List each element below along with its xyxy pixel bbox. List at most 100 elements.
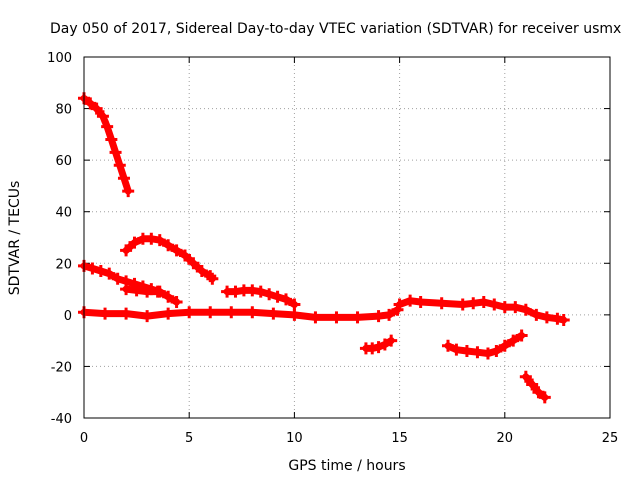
plus-marker <box>120 307 133 320</box>
plus-marker <box>414 295 427 308</box>
plus-marker <box>120 283 133 296</box>
plus-marker <box>526 378 539 391</box>
plus-marker <box>246 306 259 319</box>
series-band <box>522 373 549 401</box>
x-tick-label: 15 <box>391 431 408 446</box>
plus-marker <box>162 307 175 320</box>
data-series <box>78 92 570 404</box>
y-tick-label: -40 <box>51 412 72 427</box>
plus-marker <box>488 298 501 311</box>
x-tick-label: 0 <box>80 431 88 446</box>
y-tick-label: 60 <box>55 154 72 169</box>
plus-marker <box>206 272 219 285</box>
plus-marker <box>471 346 484 359</box>
plus-marker <box>204 306 217 319</box>
y-tick-label: 20 <box>55 257 72 272</box>
y-tick-label: 100 <box>47 51 72 66</box>
plot-frame <box>83 56 611 419</box>
plus-marker <box>385 334 398 347</box>
series-pass-1 <box>78 92 135 198</box>
plus-marker <box>86 262 99 275</box>
plus-marker <box>288 298 301 311</box>
chart-title: Day 050 of 2017, Sidereal Day-to-day VTE… <box>50 21 621 37</box>
axis-ticks: 0 5 10 15 20 25 -40 -20 0 20 40 60 80 100 <box>47 51 618 446</box>
plus-marker <box>383 308 396 321</box>
y-tick-label: 80 <box>55 103 72 118</box>
plus-marker <box>509 301 522 314</box>
plus-marker <box>372 310 385 323</box>
plus-marker <box>178 249 191 262</box>
plus-marker <box>538 391 551 404</box>
plus-marker <box>170 295 183 308</box>
plus-marker <box>519 370 532 383</box>
series-pass-7 <box>359 334 398 355</box>
plus-marker <box>456 298 469 311</box>
y-tick-label: 0 <box>64 309 72 324</box>
plus-marker <box>103 267 116 280</box>
plus-marker <box>330 311 343 324</box>
plus-marker <box>441 339 454 352</box>
series-pass-6 <box>221 284 301 311</box>
plus-marker <box>111 272 124 285</box>
plus-marker <box>113 159 126 172</box>
y-axis-label: SDTVAR / TECUs <box>7 181 23 296</box>
plus-marker <box>404 294 417 307</box>
series-pass-3 <box>120 232 219 285</box>
y-tick-label: -20 <box>51 360 72 375</box>
plus-marker <box>532 386 545 399</box>
plus-marker <box>467 297 480 310</box>
plus-marker <box>267 307 280 320</box>
plus-marker <box>351 311 364 324</box>
plus-marker <box>117 172 130 185</box>
plus-marker <box>309 311 322 324</box>
plus-marker <box>162 239 175 252</box>
plus-marker <box>498 339 511 352</box>
plus-marker <box>120 244 133 257</box>
series-band <box>80 94 132 195</box>
plus-marker <box>94 265 107 278</box>
plus-marker <box>183 306 196 319</box>
plus-marker <box>122 185 135 198</box>
plus-marker <box>151 285 164 298</box>
plus-marker <box>128 236 141 249</box>
x-tick-label: 10 <box>286 431 303 446</box>
plus-marker <box>530 308 543 321</box>
plus-marker <box>187 257 200 270</box>
series-pass-2 <box>78 259 183 308</box>
plus-marker <box>170 244 183 257</box>
plus-marker <box>101 120 114 133</box>
y-tick-label: 40 <box>55 206 72 221</box>
plus-marker <box>225 306 238 319</box>
plus-marker <box>372 341 385 354</box>
plus-marker <box>99 307 112 320</box>
plus-marker <box>84 97 97 110</box>
plus-marker <box>490 344 503 357</box>
plus-marker <box>450 343 463 356</box>
series-band <box>396 297 568 324</box>
series-pass-10 <box>519 370 551 404</box>
plus-marker <box>498 301 511 314</box>
plus-marker <box>90 102 103 115</box>
plus-marker <box>288 308 301 321</box>
plus-marker <box>96 110 109 123</box>
plus-marker <box>507 334 520 347</box>
plus-marker <box>153 234 166 247</box>
plus-marker <box>105 133 118 146</box>
plus-marker <box>254 285 267 298</box>
plus-marker <box>263 288 276 301</box>
plus-marker <box>477 295 490 308</box>
plus-marker <box>162 290 175 303</box>
plus-marker <box>141 310 154 323</box>
grid <box>84 57 610 418</box>
plus-marker <box>540 311 553 324</box>
plus-marker <box>460 344 473 357</box>
plus-marker <box>141 285 154 298</box>
plus-marker <box>519 303 532 316</box>
x-tick-label: 5 <box>185 431 193 446</box>
plus-marker <box>393 298 406 311</box>
x-axis-label: GPS time / hours <box>288 458 405 474</box>
series-pass-9 <box>441 329 528 360</box>
series-pass-5 <box>78 303 404 324</box>
plus-marker <box>109 146 122 159</box>
